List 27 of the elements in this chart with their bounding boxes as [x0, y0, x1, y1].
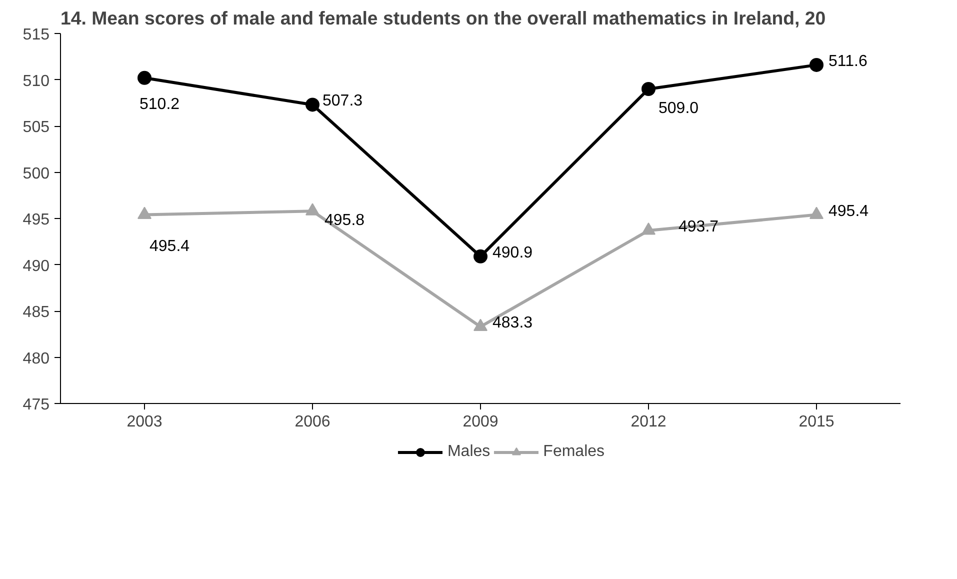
data-label: 510.2: [140, 96, 180, 113]
data-label: 495.8: [324, 212, 365, 230]
y-tick-label: 475: [22, 396, 50, 414]
data-label: 507.3: [322, 92, 363, 110]
data-label: 509.0: [658, 100, 699, 117]
x-tick-label: 2015: [798, 414, 834, 430]
data-label: 495.4: [828, 202, 869, 220]
x-tick-label: 2003: [126, 414, 162, 430]
y-tick-label: 515: [22, 26, 50, 44]
y-tick-label: 495: [22, 212, 50, 228]
y-tick-label: 505: [22, 119, 50, 136]
y-tick-label: 480: [22, 350, 50, 368]
data-label: 493.7: [678, 218, 719, 236]
data-label: 490.9: [492, 244, 533, 262]
y-tick-label: 485: [22, 304, 50, 321]
y-tick-label: 510: [22, 72, 50, 90]
legend-label: Males: [447, 442, 490, 460]
y-tick-label: 490: [22, 258, 50, 275]
x-tick-label: 2009: [462, 414, 498, 430]
x-tick-label: 2006: [294, 414, 330, 430]
x-tick-label: 2012: [630, 414, 666, 430]
data-label: 495.4: [150, 238, 190, 255]
data-label: 483.3: [492, 314, 533, 332]
legend-label: Females: [543, 442, 605, 460]
chart-title: 14. Mean scores of male and female students on the overall mathematics in Ireland, 20: [60, 8, 826, 28]
y-tick-label: 500: [22, 165, 50, 182]
data-label: 511.6: [828, 52, 868, 70]
